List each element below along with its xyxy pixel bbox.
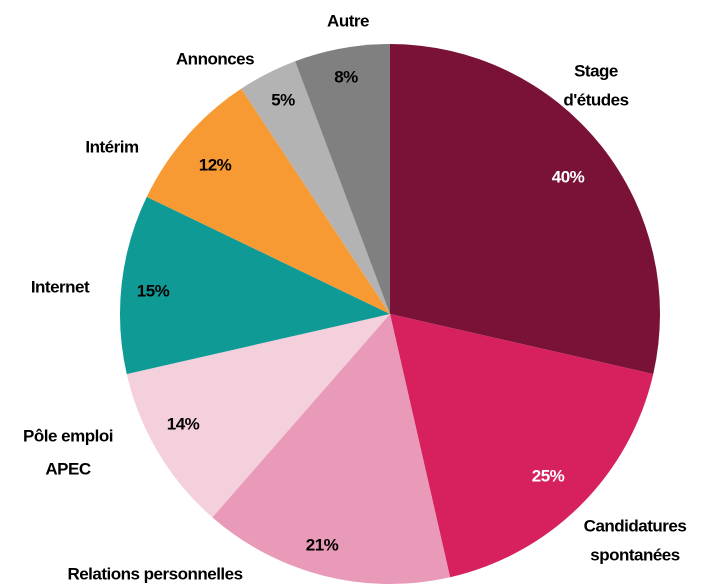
category-label: Internet — [31, 277, 90, 296]
category-label: Relations personnelles — [67, 564, 242, 583]
category-label: Pôle emploi — [23, 426, 113, 445]
category-label: Stage — [574, 61, 618, 80]
pie-slice — [212, 314, 451, 584]
value-label: 15% — [137, 281, 170, 300]
category-label: spontanées — [590, 545, 680, 564]
category-label: d'études — [563, 90, 628, 109]
value-label: 14% — [167, 414, 200, 433]
pie-slice — [390, 44, 660, 375]
category-label: Autre — [327, 11, 369, 30]
value-label: 5% — [271, 90, 295, 109]
pie-slice — [241, 61, 390, 314]
value-label: 21% — [306, 535, 339, 554]
pie-slice — [146, 88, 390, 314]
category-label: Candidatures — [584, 516, 687, 535]
category-label: Intérim — [85, 137, 139, 156]
value-label: 12% — [199, 155, 232, 174]
pie-slice — [119, 196, 390, 375]
pie-slice — [295, 44, 390, 314]
value-label: 8% — [334, 67, 358, 86]
value-label: 40% — [552, 167, 585, 186]
category-label: APEC — [45, 459, 90, 478]
pie-slice — [390, 314, 654, 578]
pie-slice — [126, 314, 390, 518]
category-label: Annonces — [176, 49, 254, 68]
value-label: 25% — [532, 466, 565, 485]
